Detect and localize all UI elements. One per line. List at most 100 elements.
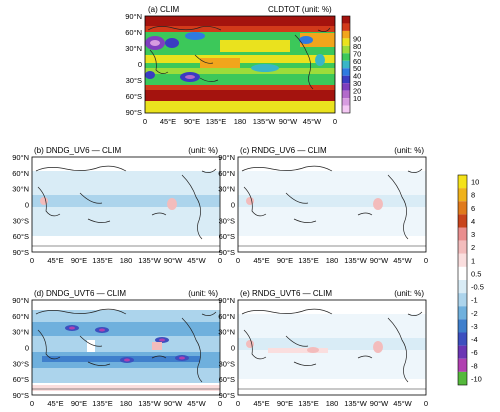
lon-labels: 0 45°E 90°E 135°E 180 135°W 90°W 45°W 0 xyxy=(236,399,428,408)
lat-label: 30°S xyxy=(13,359,29,368)
colorbar-swatch xyxy=(342,30,350,39)
lat-label: 30°N xyxy=(218,185,235,194)
lat-label: 30°N xyxy=(218,328,235,337)
colorbar-tick: -1 xyxy=(471,296,478,305)
lon-label: 180 xyxy=(326,256,339,265)
colorbar-swatch xyxy=(458,240,467,254)
colorbar-swatch xyxy=(458,227,467,241)
lon-label: 135°E xyxy=(298,256,319,265)
difference-panels: (b) DNDG_UV6 — CLIM (unit: %)90°N60°N30°N… xyxy=(12,146,428,408)
colorbar-swatch xyxy=(458,201,467,215)
lon-label: 135°E xyxy=(206,117,227,126)
panel-b: (b) DNDG_UV6 — CLIM (unit: %) 90°N 60°N 30°N… xyxy=(12,146,222,265)
panel-unit: (unit: %) xyxy=(394,146,424,155)
lon-label: 180 xyxy=(326,399,339,407)
lat-label: 90°S xyxy=(219,248,235,257)
colorbar-swatch xyxy=(342,105,350,113)
lat-label: 90°S xyxy=(126,108,142,117)
lat-label: 90°N xyxy=(125,12,142,21)
lon-label: 0 xyxy=(218,256,222,265)
colorbar-tick: 1 xyxy=(471,256,475,265)
colorbar-swatch xyxy=(342,38,350,46)
lat-label: 60°N xyxy=(12,169,29,178)
colorbar-swatch xyxy=(342,90,350,99)
lat-label: 90°N xyxy=(12,296,29,305)
colorbar-swatch xyxy=(458,214,467,228)
lon-label: 0 xyxy=(236,256,240,265)
panel-unit: (unit: %) xyxy=(188,146,218,155)
colorbar-swatch xyxy=(342,75,350,84)
lon-label: 135°E xyxy=(92,256,113,265)
panel-label: (d) DNDG_UVT6 — CLIM xyxy=(34,289,126,298)
colorbar-swatch xyxy=(458,253,467,267)
colorbar-swatch xyxy=(342,98,350,106)
colorbar-tick: 0.5 xyxy=(471,269,481,278)
colorbar-swatch xyxy=(458,188,467,202)
colorbar-tick: -10 xyxy=(471,374,482,383)
panel-map xyxy=(237,156,427,253)
lat-label: 60°S xyxy=(219,232,235,241)
colorbar-swatch xyxy=(458,266,467,280)
lat-labels: 90°N 60°N 30°N 0 30°S 60°S 90°S xyxy=(12,296,29,400)
colorbar-swatch xyxy=(458,175,467,189)
colorbar-tick: 40 xyxy=(353,72,361,81)
panel-unit: (unit: %) xyxy=(394,289,424,298)
lat-labels: 90°N 60°N 30°N 0 30°S 60°S 90°S xyxy=(218,296,235,400)
lon-label: 0 xyxy=(424,256,428,265)
lon-label: 45°W xyxy=(393,399,412,407)
colorbar-tick: -4 xyxy=(471,335,478,344)
panel-a-title: CLDTOT (unit: %) xyxy=(268,5,332,14)
lat-label: 0 xyxy=(25,344,29,353)
colorbar-swatch xyxy=(342,60,350,69)
lon-label: 0 xyxy=(218,399,222,407)
panel-label: (e) RNDG_UVT6 — CLIM xyxy=(240,289,332,298)
colorbar-tick: -2 xyxy=(471,309,478,318)
lat-label: 60°N xyxy=(12,312,29,321)
panel-map xyxy=(31,156,221,253)
lon-label: 90°W xyxy=(164,256,183,265)
colorbar-tick: 50 xyxy=(353,64,361,73)
lon-label: 0 xyxy=(424,399,428,407)
lat-label: 0 xyxy=(138,60,142,69)
lon-label: 90°E xyxy=(71,399,87,407)
panel-e: (e) RNDG_UVT6 — CLIM (unit: %) 90°N 60°N 30°… xyxy=(218,289,428,408)
colorbar-swatch xyxy=(458,371,467,385)
lon-label: 135°W xyxy=(344,399,368,407)
lat-label: 90°N xyxy=(12,153,29,162)
lat-label: 30°N xyxy=(12,328,29,337)
lat-label: 30°S xyxy=(13,216,29,225)
lon-label: 0 xyxy=(333,117,337,126)
difference-colorbar: 10 8 6 4 3 2 1 0.5 -0.5 -1 -2 -3 -4 -6 -8 -10 xyxy=(457,174,484,386)
lon-label: 45°E xyxy=(253,256,269,265)
lon-label: 90°W xyxy=(370,399,389,407)
lon-label: 0 xyxy=(236,399,240,407)
lon-label: 45°E xyxy=(253,399,269,407)
lon-labels: 0 45°E 90°E 135°E 180 135°W 90°W 45°W 0 xyxy=(236,256,428,265)
colorbar-tick: 2 xyxy=(471,243,475,252)
lon-label: 45°W xyxy=(303,117,322,126)
colorbar-swatch xyxy=(342,45,350,54)
lat-label: 30°N xyxy=(125,44,142,53)
lon-label: 180 xyxy=(120,399,133,407)
lon-label: 45°W xyxy=(187,399,206,407)
colorbar-tick: -0.5 xyxy=(471,283,484,292)
panel-a: (a) CLIM CLDTOT (unit: %) xyxy=(125,5,361,126)
lat-label: 60°N xyxy=(218,169,235,178)
lat-label: 30°S xyxy=(219,216,235,225)
lat-labels: 90°N 60°N 30°N 0 30°S 60°S 90°S xyxy=(218,153,235,257)
colorbar-tick: 8 xyxy=(471,191,475,200)
panel-a-lon-labels: 0 45°E 90°E 135°E 180 135°W 90°W 45°W 0 xyxy=(143,117,337,126)
colorbar-tick: 20 xyxy=(353,87,361,96)
lat-label: 90°S xyxy=(13,391,29,400)
lon-labels: 0 45°E 90°E 135°E 180 135°W 90°W 45°W 0 xyxy=(30,399,222,408)
lat-labels: 90°N 60°N 30°N 0 30°S 60°S 90°S xyxy=(12,153,29,257)
colorbar-tick: -3 xyxy=(471,322,478,331)
panel-map xyxy=(31,299,221,396)
panel-a-label: (a) CLIM xyxy=(148,5,179,14)
colorbar-swatch xyxy=(458,332,467,346)
panel-unit: (unit: %) xyxy=(188,289,218,298)
colorbar-tick: 10 xyxy=(471,178,479,187)
lon-label: 135°W xyxy=(138,399,162,407)
lon-label: 90°W xyxy=(164,399,183,407)
